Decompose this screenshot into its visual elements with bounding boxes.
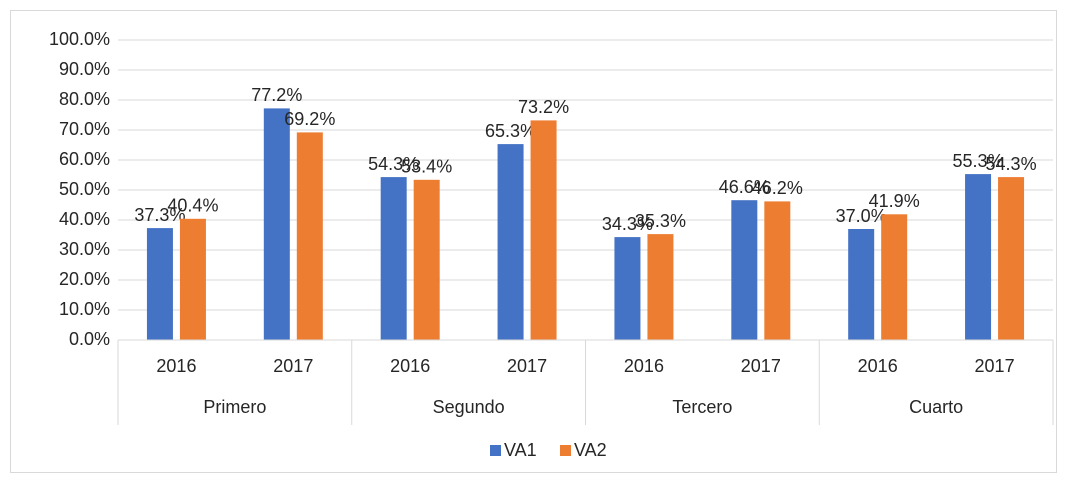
- bar: [296, 132, 323, 340]
- value-label: 69.2%: [284, 109, 335, 129]
- group-label: Tercero: [672, 397, 732, 417]
- bar: [965, 174, 992, 340]
- y-tick-label: 50.0%: [59, 179, 110, 199]
- x-tick-label: 2016: [156, 356, 196, 376]
- legend-label: VA1: [504, 440, 537, 460]
- y-tick-label: 100.0%: [49, 29, 110, 49]
- value-label: 34.3%: [602, 214, 653, 234]
- value-label: 46.6%: [719, 177, 770, 197]
- y-tick-label: 20.0%: [59, 269, 110, 289]
- bar: [881, 214, 908, 340]
- legend-label: VA2: [574, 440, 607, 460]
- x-tick-label: 2017: [741, 356, 781, 376]
- y-tick-label: 60.0%: [59, 149, 110, 169]
- value-label: 65.3%: [485, 121, 536, 141]
- value-label: 37.0%: [836, 206, 887, 226]
- group-label: Segundo: [433, 397, 505, 417]
- x-tick-label: 2016: [858, 356, 898, 376]
- bar: [848, 229, 875, 340]
- y-tick-label: 30.0%: [59, 239, 110, 259]
- x-tick-label: 2017: [507, 356, 547, 376]
- bar: [647, 234, 674, 340]
- value-label: 35.3%: [635, 211, 686, 231]
- bar: [614, 237, 641, 340]
- value-label: 40.4%: [167, 196, 218, 216]
- bar: [413, 179, 440, 340]
- legend-swatch: [490, 445, 501, 456]
- value-label: 77.2%: [251, 85, 302, 105]
- x-tick-label: 2016: [390, 356, 430, 376]
- value-label: 41.9%: [869, 191, 920, 211]
- group-label: Primero: [203, 397, 266, 417]
- bar: [263, 108, 290, 341]
- y-tick-label: 0.0%: [69, 329, 110, 349]
- y-tick-label: 10.0%: [59, 299, 110, 319]
- value-label: 54.3%: [368, 154, 419, 174]
- bar: [998, 177, 1025, 340]
- x-tick-label: 2017: [273, 356, 313, 376]
- y-tick-label: 80.0%: [59, 89, 110, 109]
- x-tick-label: 2017: [975, 356, 1015, 376]
- y-tick-label: 70.0%: [59, 119, 110, 139]
- bar: [146, 228, 173, 340]
- value-label: 46.2%: [752, 178, 803, 198]
- legend-swatch: [560, 445, 571, 456]
- value-label: 54.3%: [986, 154, 1037, 174]
- group-label: Cuarto: [909, 397, 963, 417]
- bar: [764, 201, 791, 340]
- bar: [530, 120, 557, 341]
- value-label: 37.3%: [134, 205, 185, 225]
- value-label: 55.3%: [953, 151, 1004, 171]
- y-tick-label: 90.0%: [59, 59, 110, 79]
- value-label: 73.2%: [518, 97, 569, 117]
- bar: [380, 177, 407, 340]
- bar: [497, 144, 524, 340]
- bar: [179, 218, 206, 340]
- y-tick-label: 40.0%: [59, 209, 110, 229]
- bar: [731, 200, 758, 340]
- value-label: 53.4%: [401, 157, 452, 177]
- x-tick-label: 2016: [624, 356, 664, 376]
